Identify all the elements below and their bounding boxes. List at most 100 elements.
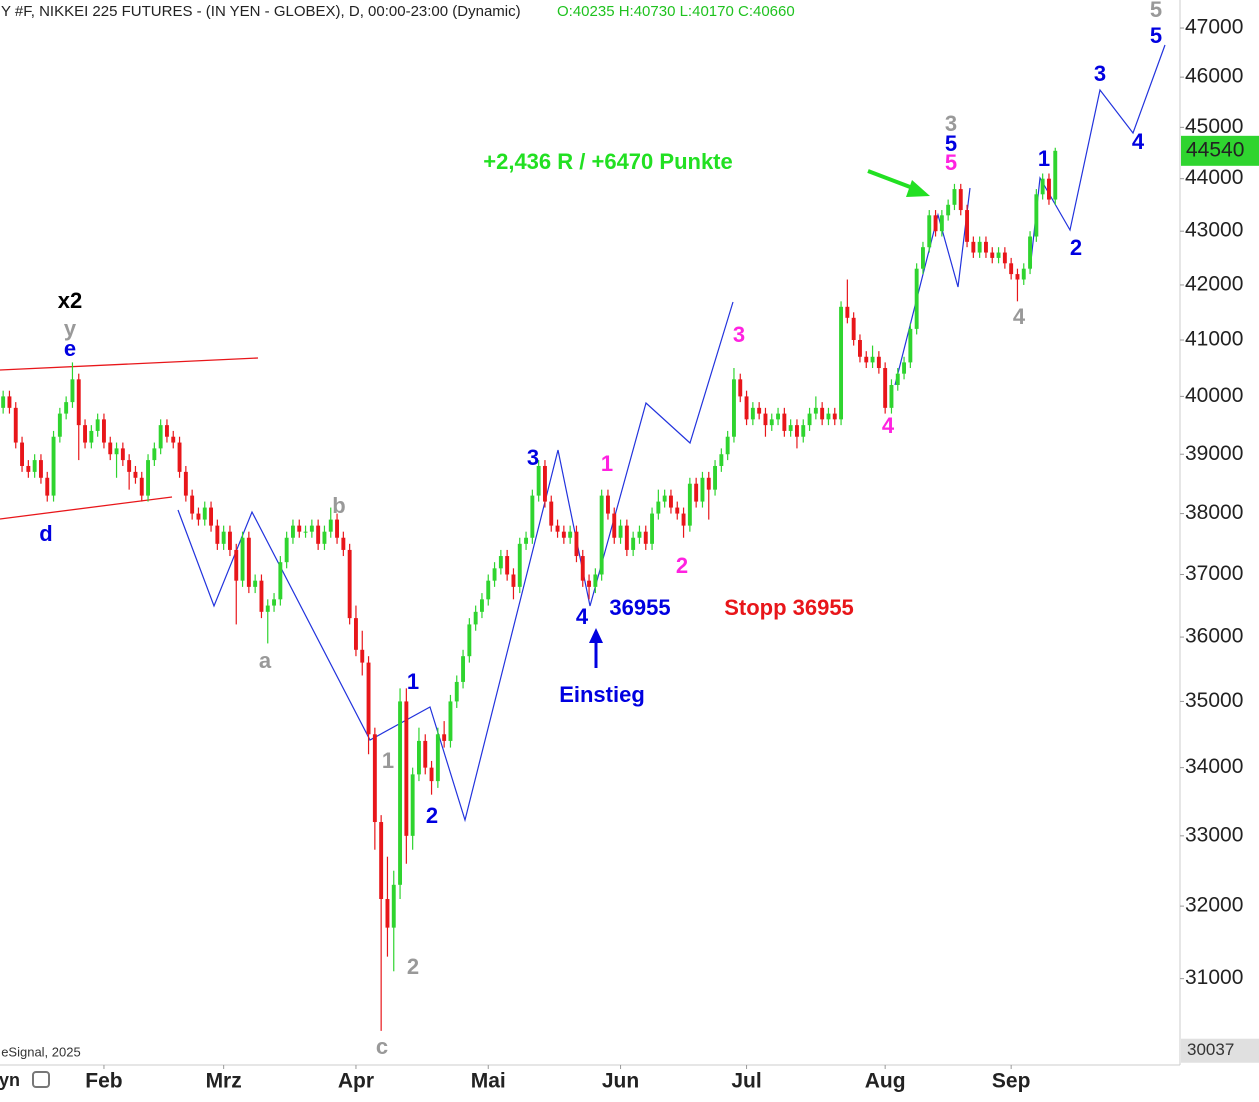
wave-label: 5 <box>945 150 957 175</box>
y-tick-label: 43000 <box>1185 219 1243 242</box>
candle-body <box>442 734 447 741</box>
wave-label: 4 <box>576 604 589 629</box>
candle-body <box>366 662 371 735</box>
x-tick-label: Mai <box>471 1070 506 1093</box>
candle-body <box>505 556 510 575</box>
candle-body <box>215 525 220 544</box>
candle-body <box>725 436 730 455</box>
candle-body <box>183 471 188 496</box>
lock-icon[interactable] <box>32 1071 50 1088</box>
candle-body <box>227 531 232 550</box>
candle-body <box>549 501 554 526</box>
wave-label: y <box>64 316 77 341</box>
candle-body <box>650 513 655 544</box>
copyright: © eSignal, 2025 <box>0 1044 81 1059</box>
candle-body <box>290 525 295 538</box>
candle-body <box>914 268 919 329</box>
candle-body <box>782 413 787 431</box>
candle-body <box>1021 268 1026 280</box>
candle-body <box>543 465 547 502</box>
candle-body <box>83 425 88 443</box>
candle-body <box>297 525 302 532</box>
y-tick-label: 40000 <box>1185 384 1243 407</box>
bottom-price-label: 30037 <box>1187 1040 1234 1059</box>
y-tick-label: 33000 <box>1185 823 1243 846</box>
candle-body <box>461 656 466 682</box>
x-tick-label: Mrz <box>206 1070 242 1093</box>
result-label: +2,436 R / +6470 Punkte <box>483 149 733 174</box>
candle-body <box>360 649 365 663</box>
candle-body <box>631 537 636 550</box>
candle-body <box>946 204 951 216</box>
wave-label: b <box>332 493 345 518</box>
candle-body <box>895 373 900 386</box>
candle-body <box>202 507 207 520</box>
candle-body <box>127 460 132 472</box>
candle-body <box>832 413 837 420</box>
candle-body <box>221 531 226 544</box>
candle-body <box>662 495 667 502</box>
candle-body <box>398 701 403 885</box>
candle-body <box>341 537 346 550</box>
candle-body <box>675 507 680 514</box>
candle-body <box>335 519 340 538</box>
x-tick-label: Apr <box>338 1070 374 1093</box>
candle-body <box>435 734 440 782</box>
candle-body <box>26 465 31 472</box>
candle-body <box>385 898 390 928</box>
wave-label: 5 <box>1150 0 1162 22</box>
candle-body <box>795 425 799 437</box>
candle-body <box>246 537 251 587</box>
candle-body <box>417 740 421 775</box>
bottom-price-box <box>1181 1038 1259 1063</box>
stop-label: Stopp 36955 <box>724 595 854 620</box>
candle-body <box>845 306 850 318</box>
wave-label: x2 <box>58 288 82 313</box>
candle-body <box>902 362 907 374</box>
candle-body <box>265 605 270 612</box>
y-tick-label: 31000 <box>1185 966 1243 989</box>
candle-body <box>813 407 818 414</box>
candle-body <box>637 531 642 538</box>
candle-body <box>719 454 724 466</box>
wave-label: 3 <box>527 445 539 470</box>
x-tick-label: Jun <box>602 1070 639 1093</box>
candle-body <box>95 419 100 431</box>
candle-body <box>467 624 472 657</box>
candle-body <box>158 425 163 449</box>
candle-body <box>196 513 201 520</box>
candle-body <box>511 574 516 587</box>
entry-price: 36955 <box>609 595 670 620</box>
candle-body <box>574 531 579 557</box>
candle-body <box>876 356 881 369</box>
candle-body <box>927 215 932 248</box>
candle-body <box>788 425 793 431</box>
candle-body <box>694 483 699 502</box>
candle-body <box>284 537 289 563</box>
candle-body <box>933 215 938 232</box>
candle-body <box>316 525 321 544</box>
candle-body <box>259 580 264 612</box>
candle-body <box>70 379 75 403</box>
trend-line <box>0 496 173 520</box>
wave-label: 5 <box>945 131 957 156</box>
wave-path <box>1029 44 1166 271</box>
candle-body <box>820 407 825 420</box>
candle-body <box>171 436 176 443</box>
candle-body <box>883 368 888 408</box>
y-tick-label: 38000 <box>1185 501 1243 524</box>
candle-body <box>889 385 894 408</box>
candle-body <box>858 339 862 357</box>
candles <box>1 147 1058 1031</box>
x-tick-label: Aug <box>865 1070 906 1093</box>
candle-body <box>555 525 560 532</box>
candle-body <box>234 549 239 581</box>
candle-body <box>517 543 522 587</box>
candle-body <box>587 580 592 587</box>
candle-body <box>139 477 144 496</box>
candle-body <box>7 396 12 408</box>
y-tick-label: 35000 <box>1185 689 1243 712</box>
candle-body <box>379 822 384 899</box>
candle-body <box>498 556 503 569</box>
